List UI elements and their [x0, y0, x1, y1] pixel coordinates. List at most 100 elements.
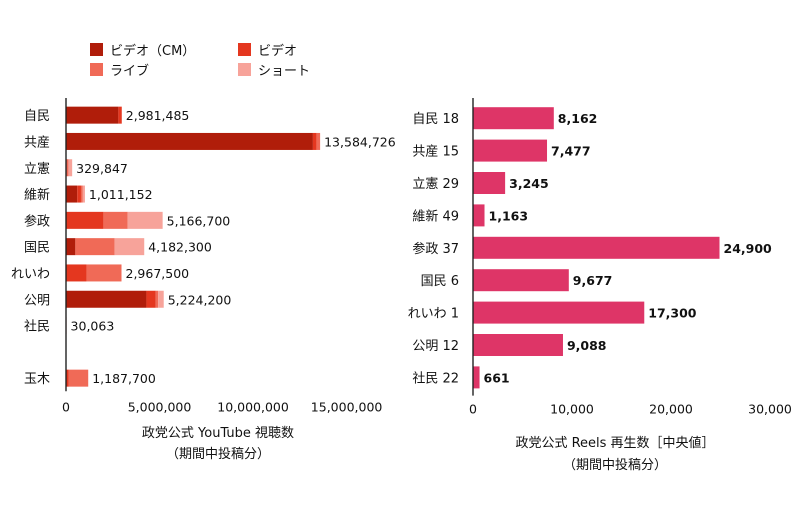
yt-total-label: 5,224,200 [168, 292, 232, 307]
reels-bar [473, 269, 569, 292]
yt-category-label: 玉木 [24, 372, 50, 387]
reels-bar [473, 236, 720, 259]
legend-label-live: ライブ [110, 64, 150, 79]
reels-plays-chart: 自民 18 8,162 共産 15 7,477 立憲 29 3,245 維新 49 1,163… [408, 98, 792, 473]
yt-bar-segment [77, 185, 81, 203]
reels-value-label: 9,677 [573, 273, 613, 288]
yt-total-label: 1,011,152 [89, 187, 153, 202]
reels-value-label: 1,163 [489, 208, 529, 223]
reels-category-label: 参政 37 [412, 241, 459, 257]
legend-swatch-video [238, 43, 251, 56]
yt-bar-segment [68, 369, 89, 387]
legend-item-video: ビデオ [238, 40, 297, 59]
yt-total-label: 2,981,485 [126, 108, 190, 123]
yt-x-tick-label: 10,000,000 [217, 399, 289, 414]
legend-label-video: ビデオ [258, 44, 298, 59]
yt-category-label: 国民 [24, 241, 50, 256]
reels-x-tick-label: 30,000 [748, 402, 792, 417]
yt-x-tick-label: 15,000,000 [311, 399, 383, 414]
reels-category-label: れいわ 1 [408, 307, 459, 322]
reels-x-tick-label: 10,000 [550, 402, 594, 417]
yt-total-label: 4,182,300 [148, 240, 212, 255]
reels-chart-subtitle: （期間中投稿分） [563, 457, 667, 473]
reels-value-label: 7,477 [551, 144, 591, 159]
reels-bar [473, 107, 554, 130]
yt-x-tick-label: 5,000,000 [128, 399, 192, 414]
legend-swatch-live [90, 63, 103, 76]
reels-bar [473, 366, 480, 389]
reels-value-label: 17,300 [648, 306, 697, 321]
reels-bar [473, 204, 485, 227]
reels-category-label: 立憲 29 [412, 176, 459, 192]
yt-total-label: 13,584,726 [324, 134, 396, 149]
yt-bar-segment [66, 290, 147, 308]
yt-bar-segment [86, 264, 122, 282]
reels-bar [473, 334, 563, 356]
reels-category-label: 維新 49 [412, 208, 459, 224]
legend-swatch-short [238, 63, 251, 76]
reels-value-label: 661 [484, 370, 510, 385]
reels-category-label: 社民 22 [412, 370, 459, 386]
yt-chart-subtitle: （期間中投稿分） [166, 446, 270, 462]
yt-total-label: 2,967,500 [126, 266, 190, 281]
yt-total-label: 329,847 [76, 161, 128, 176]
yt-bar-segment [82, 185, 85, 203]
yt-category-label: 参政 [24, 213, 50, 229]
yt-bar-segment [155, 290, 159, 308]
yt-category-label: れいわ [11, 267, 50, 282]
yt-bar-segment [66, 264, 87, 282]
reels-category-label: 国民 6 [421, 274, 459, 289]
reels-category-label: 共産 15 [412, 144, 459, 160]
yt-category-label: 自民 [24, 109, 50, 124]
yt-category-label: 共産 [24, 134, 50, 150]
yt-x-tick-label: 0 [62, 399, 70, 414]
reels-value-label: 8,162 [558, 111, 598, 126]
legend-item-video-cm: ビデオ（CM） [90, 40, 195, 59]
yt-bar-segment [103, 211, 128, 229]
yt-bar-segment [127, 211, 163, 229]
yt-bar-segment [114, 238, 145, 256]
reels-category-label: 自民 18 [412, 112, 459, 127]
yt-bar-segment [316, 132, 321, 150]
yt-bar-segment [66, 185, 78, 203]
reels-bar [473, 301, 645, 324]
youtube-views-chart: 自民 2,981,485 共産 13,584,726 立憲 329,847 維新 1,011,… [11, 98, 396, 462]
yt-bar-segment [312, 132, 317, 150]
yt-bar-segment [118, 106, 122, 124]
yt-total-label: 30,063 [71, 319, 115, 334]
yt-bar-segment [66, 159, 69, 177]
yt-bar-segment [66, 106, 119, 124]
yt-category-label: 公明 [24, 293, 50, 308]
reels-category-label: 公明 12 [412, 339, 459, 354]
yt-bar-segment [66, 211, 104, 229]
yt-bar-segment [66, 369, 69, 387]
reels-value-label: 3,245 [509, 176, 549, 191]
legend-label-short: ショート [258, 64, 311, 79]
legend-item-short: ショート [238, 60, 310, 79]
legend-label-video-cm: ビデオ（CM） [110, 44, 196, 59]
reels-chart-title: 政党公式 Reels 再生数［中央値］ [515, 435, 714, 451]
yt-category-label: 立憲 [24, 161, 50, 177]
reels-x-tick-label: 0 [469, 402, 477, 417]
yt-total-label: 1,187,700 [92, 371, 156, 386]
yt-bar-segment [66, 238, 76, 256]
yt-total-label: 5,166,700 [167, 213, 231, 228]
yt-bar-segment [146, 290, 156, 308]
yt-category-label: 維新 [24, 187, 50, 203]
yt-bar-segment [68, 159, 73, 177]
yt-category-label: 社民 [24, 319, 50, 335]
yt-bar-segment [80, 185, 83, 203]
reels-value-label: 24,900 [724, 241, 773, 256]
reels-bar [473, 172, 506, 194]
yt-bar-segment [158, 290, 164, 308]
yt-chart-title: 政党公式 YouTube 視聴数 [142, 426, 294, 441]
yt-bar-segment [66, 132, 313, 150]
legend-swatch-video-cm [90, 43, 103, 56]
yt-bar-segment [75, 238, 115, 256]
legend-item-live: ライブ [90, 60, 149, 79]
reels-x-tick-label: 20,000 [649, 402, 693, 417]
reels-value-label: 9,088 [567, 338, 607, 353]
reels-bar [473, 139, 548, 162]
